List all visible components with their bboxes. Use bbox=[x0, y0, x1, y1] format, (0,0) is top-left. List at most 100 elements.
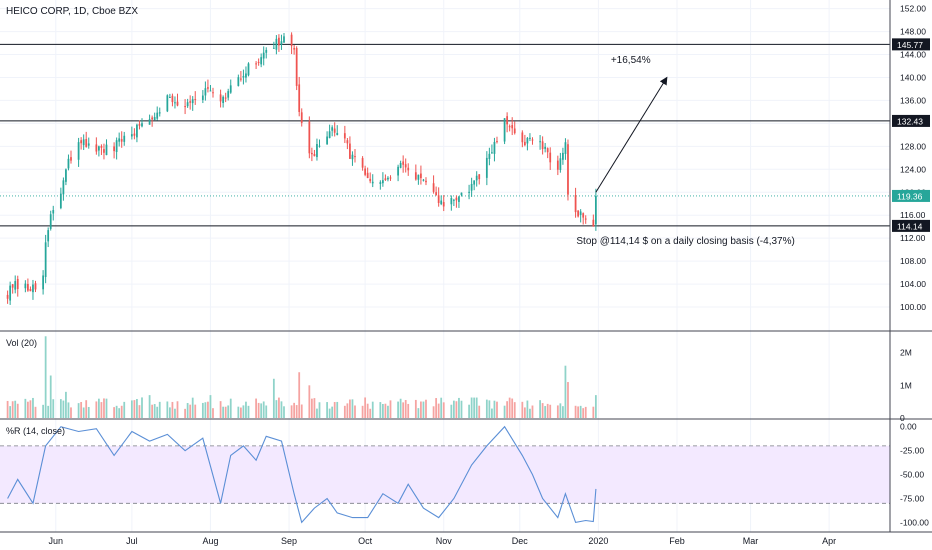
candlestick-series bbox=[6, 32, 597, 305]
volume-bar bbox=[397, 401, 399, 418]
volume-bar bbox=[156, 406, 159, 418]
level-price-tag bbox=[892, 114, 930, 127]
volume-bar bbox=[70, 407, 72, 418]
candle-body bbox=[488, 153, 491, 159]
candle-body bbox=[539, 141, 541, 143]
candle-body bbox=[349, 143, 351, 159]
candle-body bbox=[556, 160, 559, 170]
volume-bar bbox=[295, 405, 298, 418]
candle-body bbox=[513, 128, 516, 134]
volume-bar bbox=[493, 400, 496, 418]
volume-tick-label: 2M bbox=[900, 348, 912, 358]
volume-bar bbox=[310, 398, 313, 418]
volume-bar bbox=[80, 402, 83, 418]
candle-body bbox=[351, 154, 354, 160]
volume-bar bbox=[592, 406, 595, 418]
volume-bar bbox=[594, 395, 597, 418]
volume-bar bbox=[407, 403, 410, 418]
candle-body bbox=[310, 152, 313, 155]
candle-body bbox=[62, 180, 65, 195]
candle-body bbox=[44, 242, 47, 278]
volume-bar bbox=[87, 406, 90, 418]
candle-body bbox=[9, 285, 12, 301]
volume-tick-label: 1M bbox=[900, 380, 912, 390]
williams-r-tick-label: -25.00 bbox=[900, 446, 924, 456]
volume-bar bbox=[201, 402, 204, 418]
volume-bar bbox=[11, 401, 14, 418]
price-tick-label: 124.00 bbox=[900, 164, 926, 174]
volume-bar bbox=[539, 400, 541, 418]
candle-body bbox=[381, 180, 384, 184]
candle-body bbox=[171, 95, 174, 103]
candle-body bbox=[67, 158, 70, 169]
volume-bar bbox=[224, 406, 227, 418]
volume-bar bbox=[166, 401, 169, 418]
target-gain-label: +16,54% bbox=[611, 55, 651, 66]
volume-bar bbox=[432, 406, 435, 418]
volume-bar bbox=[207, 401, 209, 418]
volume-bar bbox=[222, 406, 225, 418]
volume-bar bbox=[275, 400, 278, 418]
candle-body bbox=[85, 139, 88, 147]
volume-bar bbox=[559, 403, 562, 418]
volume-bar bbox=[354, 405, 356, 418]
candle-body bbox=[100, 146, 103, 148]
volume-bar bbox=[158, 401, 161, 418]
volume-bar bbox=[229, 398, 232, 418]
volume-bar bbox=[171, 401, 174, 418]
level-price-label: 132.43 bbox=[897, 116, 923, 126]
time-tick-label: Jul bbox=[126, 536, 138, 546]
volume-bar bbox=[176, 401, 179, 418]
volume-bar bbox=[186, 403, 189, 418]
level-price-tag bbox=[892, 38, 930, 51]
volume-bar bbox=[333, 402, 336, 418]
candle-body bbox=[280, 41, 283, 45]
candle-body bbox=[59, 193, 62, 209]
volume-bar bbox=[245, 401, 247, 418]
volume-bar bbox=[452, 400, 455, 418]
candle-body bbox=[379, 182, 382, 184]
volume-bar bbox=[577, 406, 580, 418]
candle-body bbox=[265, 49, 268, 53]
candle-body bbox=[491, 152, 493, 154]
volume-bar bbox=[549, 404, 552, 418]
candle-body bbox=[16, 278, 19, 289]
time-tick-label: 2020 bbox=[588, 536, 608, 546]
volume-bar bbox=[316, 408, 318, 418]
candle-body bbox=[239, 78, 242, 80]
candle-body bbox=[389, 177, 392, 179]
level-price-tag bbox=[892, 219, 930, 232]
candle-body bbox=[326, 136, 328, 145]
volume-bar bbox=[9, 406, 12, 418]
candle-body bbox=[257, 61, 260, 63]
volume-bar bbox=[529, 408, 531, 418]
volume-bar bbox=[521, 401, 524, 418]
candle-body bbox=[77, 142, 80, 160]
candle-body bbox=[364, 168, 367, 175]
volume-bar bbox=[44, 336, 47, 418]
volume-bar bbox=[120, 405, 123, 418]
williams-r-tick-label: 0.00 bbox=[900, 422, 917, 432]
volume-bar bbox=[16, 403, 19, 418]
price-tick-label: 116.00 bbox=[900, 210, 926, 220]
candle-body bbox=[582, 213, 585, 218]
volume-bar bbox=[59, 399, 62, 418]
candle-body bbox=[65, 169, 67, 182]
volume-bar bbox=[14, 400, 17, 418]
time-tick-label: Nov bbox=[436, 536, 453, 546]
level-lines bbox=[0, 43, 890, 227]
candle-body bbox=[278, 37, 280, 46]
volume-bar bbox=[318, 402, 321, 418]
candle-body bbox=[567, 144, 569, 195]
volume-bar bbox=[239, 407, 242, 418]
candle-body bbox=[219, 94, 222, 102]
volume-bar bbox=[29, 400, 32, 418]
candle-body bbox=[95, 144, 98, 152]
candle-body bbox=[103, 149, 105, 153]
candle-body bbox=[521, 132, 524, 143]
volume-bar bbox=[138, 405, 141, 418]
volume-bar bbox=[513, 402, 516, 418]
candle-body bbox=[470, 183, 473, 191]
